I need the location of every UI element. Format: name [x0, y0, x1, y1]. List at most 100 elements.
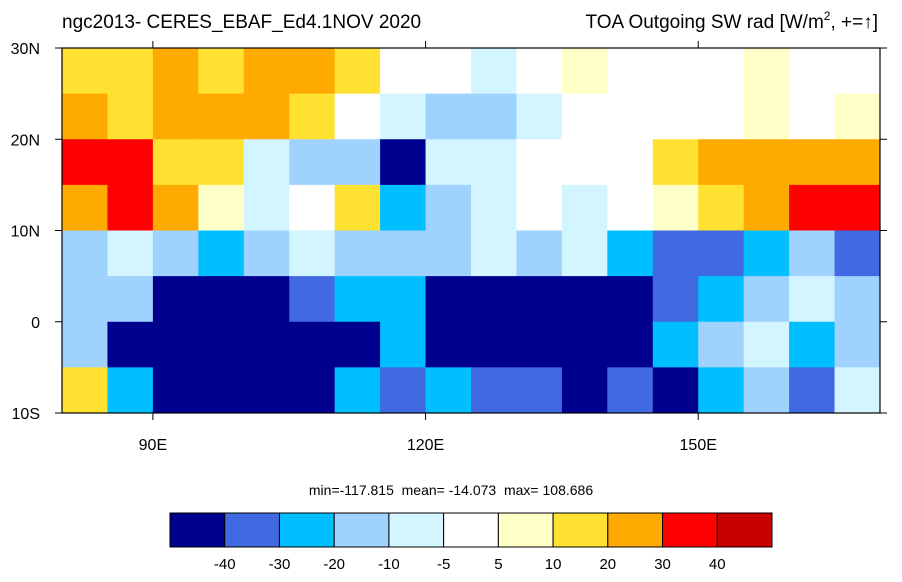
field-cell — [107, 48, 154, 95]
field-cell — [652, 367, 699, 414]
field-cell — [516, 93, 563, 140]
field-cell — [152, 276, 199, 323]
field-cell — [471, 48, 517, 95]
field-cell — [743, 276, 790, 323]
field-cell — [198, 230, 245, 277]
field-cell — [243, 48, 290, 95]
field-cell — [289, 230, 336, 277]
field-cell — [652, 230, 699, 277]
y-tick-label: 30N — [11, 41, 40, 58]
field-cell — [698, 276, 745, 323]
field-cell — [107, 230, 154, 277]
field-cell — [152, 48, 199, 95]
field-cell — [561, 184, 608, 231]
field-cell — [516, 230, 563, 277]
field-cell — [607, 367, 654, 414]
colorbar-box — [716, 512, 773, 548]
field-cell — [380, 139, 427, 186]
field-cell — [561, 276, 608, 323]
field-cell — [698, 48, 745, 95]
field-cell — [62, 367, 108, 414]
field-cell — [607, 48, 654, 95]
colorbar-label: -40 — [214, 556, 236, 573]
field-cell — [243, 321, 290, 368]
title-superscript: 2 — [824, 9, 831, 23]
field-cell — [698, 230, 745, 277]
y-tick-label: 10S — [12, 406, 40, 423]
colorbar-label: 5 — [494, 556, 502, 573]
field-cell — [698, 93, 745, 140]
field-cell — [198, 48, 245, 95]
colorbar-box — [278, 512, 335, 548]
field-cell — [471, 93, 517, 140]
title-right: TOA Outgoing SW rad [W/m2, +=↑] — [586, 9, 879, 33]
field-cell — [561, 139, 608, 186]
field-cell — [607, 139, 654, 186]
field-cell — [834, 139, 881, 186]
field-cell — [652, 321, 699, 368]
field-cell — [62, 276, 108, 323]
field-cell — [743, 93, 790, 140]
field-cell — [380, 230, 427, 277]
field-cell — [243, 276, 290, 323]
field-cell — [289, 139, 336, 186]
title-part: TOA Outgoing SW rad [W/m — [586, 12, 824, 33]
field-cell — [834, 276, 881, 323]
colorbar-label: -30 — [269, 556, 291, 573]
field-cell — [698, 139, 745, 186]
field-cell — [425, 139, 472, 186]
field-cell — [334, 93, 381, 140]
stats-line: min=-117.815 mean= -14.073 max= 108.686 — [309, 482, 593, 498]
field-cell — [243, 230, 290, 277]
x-tick-label: 150E — [680, 437, 717, 454]
colorbar-box — [497, 512, 554, 548]
colorbar-box — [662, 512, 718, 548]
field-cell — [652, 93, 699, 140]
field-cell — [107, 139, 154, 186]
field-cell — [152, 93, 199, 140]
colorbar-label: -20 — [323, 556, 345, 573]
field-cell — [62, 93, 108, 140]
field-cell — [380, 321, 427, 368]
field-cell — [652, 139, 699, 186]
field-cell — [198, 276, 245, 323]
colorbar-box — [388, 512, 445, 548]
y-tick-label: 10N — [11, 224, 40, 241]
colorbar-label: 20 — [599, 556, 616, 573]
field-cell — [334, 367, 381, 414]
field-cell — [425, 321, 472, 368]
field-cell — [607, 184, 654, 231]
field-cell — [289, 48, 336, 95]
field-cell — [198, 321, 245, 368]
field-cell — [743, 139, 790, 186]
field-cell — [834, 48, 881, 95]
field-cell — [107, 367, 154, 414]
field-cell — [107, 184, 154, 231]
field-cell — [152, 139, 199, 186]
x-tick-label: 90E — [139, 437, 167, 454]
field-cell — [652, 184, 699, 231]
field-cell — [471, 321, 517, 368]
field-cell — [289, 321, 336, 368]
field-cell — [516, 48, 563, 95]
field-cell — [789, 321, 836, 368]
field-cell — [471, 367, 517, 414]
field-cell — [334, 184, 381, 231]
field-cell — [289, 276, 336, 323]
colorbar-label: 10 — [545, 556, 562, 573]
colorbar-label: 40 — [709, 556, 726, 573]
field-cell — [107, 321, 154, 368]
field-cell — [198, 139, 245, 186]
field-cell — [561, 230, 608, 277]
field-cell — [152, 367, 199, 414]
field-cell — [561, 367, 608, 414]
field-cell — [198, 184, 245, 231]
colorbar-box — [169, 512, 226, 548]
field-cell — [561, 321, 608, 368]
field-cell — [561, 93, 608, 140]
field-cell — [561, 48, 608, 95]
field-cell — [652, 48, 699, 95]
field-cell — [425, 48, 472, 95]
field-cell — [334, 139, 381, 186]
